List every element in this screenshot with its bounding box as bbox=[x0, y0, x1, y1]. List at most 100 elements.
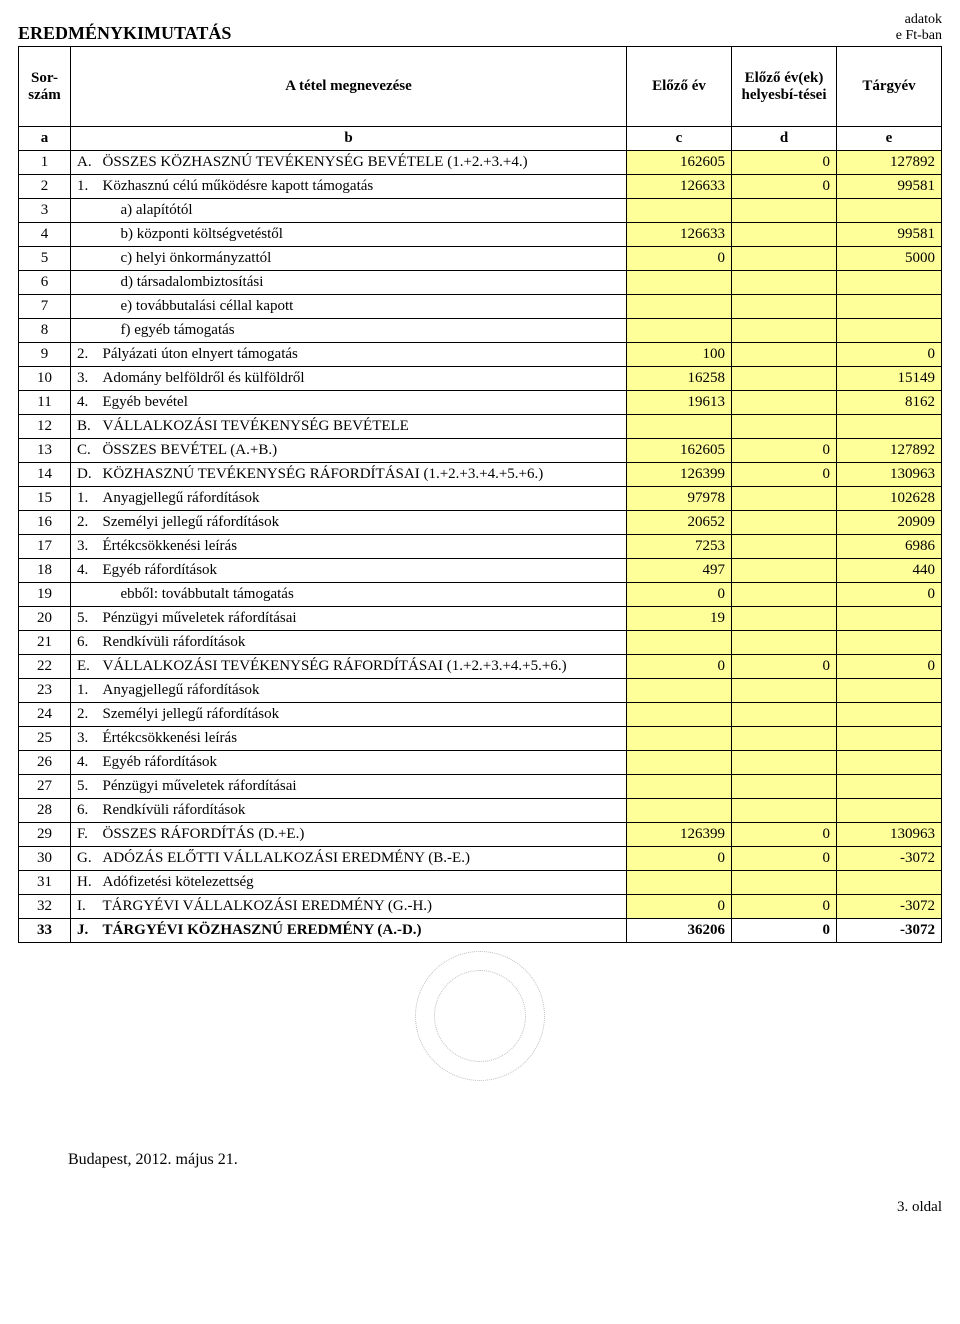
row-number: 11 bbox=[19, 391, 71, 415]
table-row: 1A.ÖSSZES KÖZHASZNÚ TEVÉKENYSÉG BEVÉTELE… bbox=[19, 151, 942, 175]
stamp-icon bbox=[415, 951, 545, 1081]
unit-line1: adatok bbox=[905, 12, 942, 27]
cell-e bbox=[837, 199, 942, 223]
row-prefix bbox=[71, 247, 97, 271]
cell-c: 162605 bbox=[627, 439, 732, 463]
row-prefix: 2. bbox=[71, 703, 97, 727]
row-number: 25 bbox=[19, 727, 71, 751]
cell-d bbox=[732, 247, 837, 271]
table-row: 30G.ADÓZÁS ELŐTTI VÁLLALKOZÁSI EREDMÉNY … bbox=[19, 847, 942, 871]
col-letter-b: b bbox=[71, 127, 627, 151]
row-prefix bbox=[71, 583, 97, 607]
table-row: 253.Értékcsökkenési leírás bbox=[19, 727, 942, 751]
row-prefix bbox=[71, 295, 97, 319]
cell-d bbox=[732, 319, 837, 343]
row-description: KÖZHASZNÚ TEVÉKENYSÉG RÁFORDÍTÁSAI (1.+2… bbox=[97, 463, 627, 487]
row-description: Közhasznú célú működésre kapott támogatá… bbox=[97, 175, 627, 199]
row-description: TÁRGYÉVI KÖZHASZNÚ EREDMÉNY (A.-D.) bbox=[97, 919, 627, 943]
table-row: 103.Adomány belföldről és külföldről1625… bbox=[19, 367, 942, 391]
cell-e bbox=[837, 607, 942, 631]
row-description: Rendkívüli ráfordítások bbox=[97, 799, 627, 823]
row-number: 9 bbox=[19, 343, 71, 367]
table-row: 22E.VÁLLALKOZÁSI TEVÉKENYSÉG RÁFORDÍTÁSA… bbox=[19, 655, 942, 679]
row-number: 27 bbox=[19, 775, 71, 799]
cell-e: 127892 bbox=[837, 439, 942, 463]
cell-c bbox=[627, 751, 732, 775]
row-number: 10 bbox=[19, 367, 71, 391]
table-row: 7e) továbbutalási céllal kapott bbox=[19, 295, 942, 319]
row-prefix: 3. bbox=[71, 535, 97, 559]
row-prefix: 3. bbox=[71, 727, 97, 751]
row-description: Egyéb ráfordítások bbox=[97, 559, 627, 583]
cell-e bbox=[837, 631, 942, 655]
row-number: 6 bbox=[19, 271, 71, 295]
cell-d bbox=[732, 727, 837, 751]
cell-c bbox=[627, 199, 732, 223]
row-number: 31 bbox=[19, 871, 71, 895]
cell-c: 16258 bbox=[627, 367, 732, 391]
row-description: Pályázati úton elnyert támogatás bbox=[97, 343, 627, 367]
stamp-area bbox=[18, 951, 942, 1091]
cell-e bbox=[837, 751, 942, 775]
col-letter-e: e bbox=[837, 127, 942, 151]
row-prefix: 1. bbox=[71, 679, 97, 703]
row-description: Pénzügyi műveletek ráfordításai bbox=[97, 607, 627, 631]
table-row: 5c) helyi önkormányzattól05000 bbox=[19, 247, 942, 271]
cell-c bbox=[627, 295, 732, 319]
row-prefix: 4. bbox=[71, 391, 97, 415]
row-number: 4 bbox=[19, 223, 71, 247]
row-number: 16 bbox=[19, 511, 71, 535]
cell-d bbox=[732, 415, 837, 439]
row-number: 5 bbox=[19, 247, 71, 271]
row-number: 22 bbox=[19, 655, 71, 679]
row-number: 29 bbox=[19, 823, 71, 847]
page-title: EREDMÉNYKIMUTATÁS bbox=[18, 23, 231, 44]
row-number: 3 bbox=[19, 199, 71, 223]
cell-d bbox=[732, 559, 837, 583]
row-description: Személyi jellegű ráfordítások bbox=[97, 703, 627, 727]
cell-c: 0 bbox=[627, 895, 732, 919]
cell-e: 99581 bbox=[837, 175, 942, 199]
cell-c: 19613 bbox=[627, 391, 732, 415]
cell-e bbox=[837, 295, 942, 319]
table-row: 32I.TÁRGYÉVI VÁLLALKOZÁSI EREDMÉNY (G.-H… bbox=[19, 895, 942, 919]
table-row: 8f) egyéb támogatás bbox=[19, 319, 942, 343]
cell-d: 0 bbox=[732, 151, 837, 175]
cell-e: 20909 bbox=[837, 511, 942, 535]
cell-d bbox=[732, 631, 837, 655]
cell-d bbox=[732, 751, 837, 775]
cell-c: 20652 bbox=[627, 511, 732, 535]
cell-c bbox=[627, 727, 732, 751]
table-row: 4b) központi költségvetéstől12663399581 bbox=[19, 223, 942, 247]
cell-e: -3072 bbox=[837, 919, 942, 943]
cell-d bbox=[732, 271, 837, 295]
table-row: 21.Közhasznú célú működésre kapott támog… bbox=[19, 175, 942, 199]
cell-c bbox=[627, 871, 732, 895]
cell-c bbox=[627, 703, 732, 727]
col-letter-a: a bbox=[19, 127, 71, 151]
row-prefix: 2. bbox=[71, 343, 97, 367]
row-prefix: 6. bbox=[71, 799, 97, 823]
row-number: 23 bbox=[19, 679, 71, 703]
cell-c: 0 bbox=[627, 655, 732, 679]
row-number: 12 bbox=[19, 415, 71, 439]
header-megnevezes: A tétel megnevezése bbox=[71, 47, 627, 127]
row-description: Anyagjellegű ráfordítások bbox=[97, 487, 627, 511]
row-number: 30 bbox=[19, 847, 71, 871]
row-description: Pénzügyi műveletek ráfordításai bbox=[97, 775, 627, 799]
cell-c: 126399 bbox=[627, 823, 732, 847]
row-prefix: 3. bbox=[71, 367, 97, 391]
row-description: ÖSSZES KÖZHASZNÚ TEVÉKENYSÉG BEVÉTELE (1… bbox=[97, 151, 627, 175]
row-prefix: 1. bbox=[71, 175, 97, 199]
row-prefix: J. bbox=[71, 919, 97, 943]
table-row: 29F.ÖSSZES RÁFORDÍTÁS (D.+E.)12639901309… bbox=[19, 823, 942, 847]
row-description: a) alapítótól bbox=[97, 199, 627, 223]
income-statement-table: Sor- szám A tétel megnevezése Előző év E… bbox=[18, 46, 942, 943]
row-number: 13 bbox=[19, 439, 71, 463]
table-row: 162.Személyi jellegű ráfordítások2065220… bbox=[19, 511, 942, 535]
cell-d bbox=[732, 679, 837, 703]
row-description: f) egyéb támogatás bbox=[97, 319, 627, 343]
cell-d: 0 bbox=[732, 823, 837, 847]
row-number: 15 bbox=[19, 487, 71, 511]
row-prefix: 5. bbox=[71, 607, 97, 631]
